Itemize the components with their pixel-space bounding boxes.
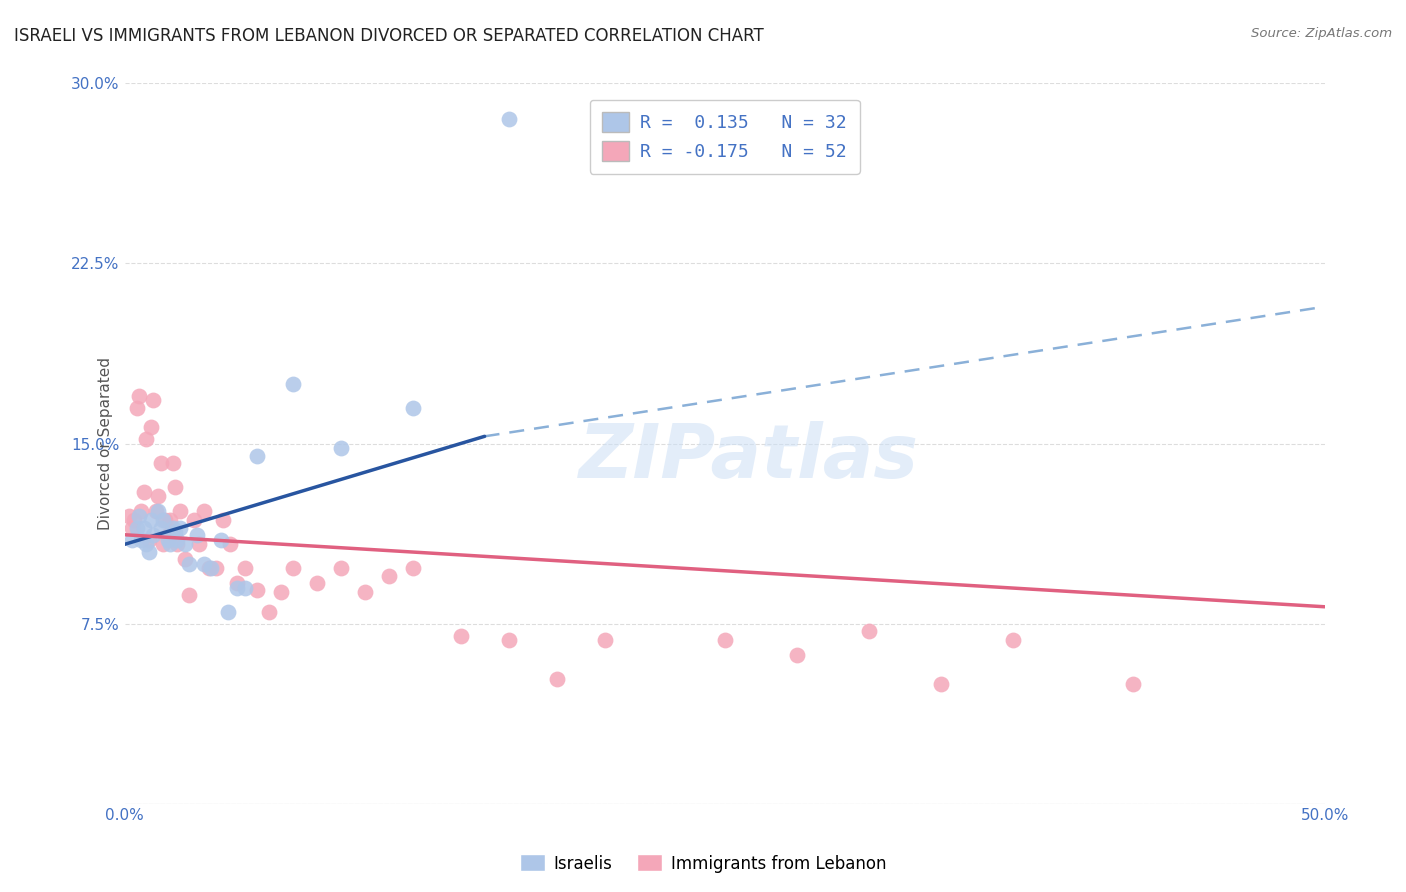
Point [152, 513, 174, 527]
Point [128, 508, 150, 523]
Point [858, 624, 880, 638]
Point [169, 504, 191, 518]
Point [173, 537, 195, 551]
Point [401, 561, 423, 575]
Point [786, 648, 808, 662]
Point [186, 527, 208, 541]
Point [156, 533, 179, 547]
Point [188, 537, 211, 551]
Point [329, 442, 352, 456]
Point [1122, 676, 1144, 690]
Point [1001, 633, 1024, 648]
Point [212, 513, 235, 527]
Point [142, 393, 165, 408]
Point [281, 376, 304, 391]
Point [135, 537, 157, 551]
Point [209, 533, 232, 547]
Point [246, 449, 269, 463]
Point [546, 672, 568, 686]
Point [200, 561, 222, 575]
Point [166, 537, 188, 551]
Point [353, 585, 375, 599]
Point [219, 537, 242, 551]
Text: ZIPatlas: ZIPatlas [579, 421, 918, 494]
Point [152, 537, 174, 551]
Point [159, 537, 181, 551]
Point [183, 513, 205, 527]
Point [145, 504, 167, 518]
Point [173, 551, 195, 566]
Point [149, 456, 172, 470]
Point [713, 633, 735, 648]
Point [305, 575, 328, 590]
Text: ISRAELI VS IMMIGRANTS FROM LEBANON DIVORCED OR SEPARATED CORRELATION CHART: ISRAELI VS IMMIGRANTS FROM LEBANON DIVOR… [14, 27, 763, 45]
Point [159, 513, 181, 527]
Point [401, 401, 423, 415]
Point [128, 388, 150, 402]
Point [226, 575, 249, 590]
Point [121, 533, 143, 547]
Point [204, 561, 226, 575]
Point [377, 568, 399, 582]
Point [193, 504, 215, 518]
Point [156, 527, 179, 541]
Point [169, 520, 191, 534]
Point [193, 557, 215, 571]
Point [139, 513, 162, 527]
Point [125, 520, 148, 534]
Point [162, 456, 184, 470]
Text: Source: ZipAtlas.com: Source: ZipAtlas.com [1251, 27, 1392, 40]
Point [246, 582, 269, 597]
Point [197, 561, 219, 575]
Point [138, 533, 160, 547]
Point [163, 480, 186, 494]
Point [131, 504, 153, 518]
Point [135, 432, 157, 446]
Point [233, 581, 256, 595]
Point [166, 533, 188, 547]
Point [125, 401, 148, 415]
Point [138, 544, 160, 558]
Point [498, 112, 520, 127]
Point [217, 605, 239, 619]
Point [593, 633, 616, 648]
Point [257, 605, 280, 619]
Point [121, 520, 143, 534]
Point [148, 489, 170, 503]
Point [132, 520, 155, 534]
Point [226, 581, 249, 595]
Point [929, 676, 952, 690]
Point [122, 513, 145, 527]
Y-axis label: Divorced or Separated: Divorced or Separated [98, 357, 114, 530]
Point [142, 527, 165, 541]
Point [498, 633, 520, 648]
Point [118, 508, 141, 523]
Point [163, 525, 186, 540]
Legend: Israelis, Immigrants from Lebanon: Israelis, Immigrants from Lebanon [513, 847, 893, 880]
Point [162, 520, 184, 534]
Point [149, 520, 172, 534]
Point [450, 629, 472, 643]
Point [233, 561, 256, 575]
Point [131, 533, 153, 547]
Point [179, 557, 201, 571]
Point [139, 419, 162, 434]
Point [179, 588, 201, 602]
Point [148, 504, 170, 518]
Point [155, 513, 177, 527]
Point [329, 561, 352, 575]
Point [132, 484, 155, 499]
Point [270, 585, 292, 599]
Point [281, 561, 304, 575]
Legend: R =  0.135   N = 32, R = -0.175   N = 52: R = 0.135 N = 32, R = -0.175 N = 52 [589, 100, 859, 174]
